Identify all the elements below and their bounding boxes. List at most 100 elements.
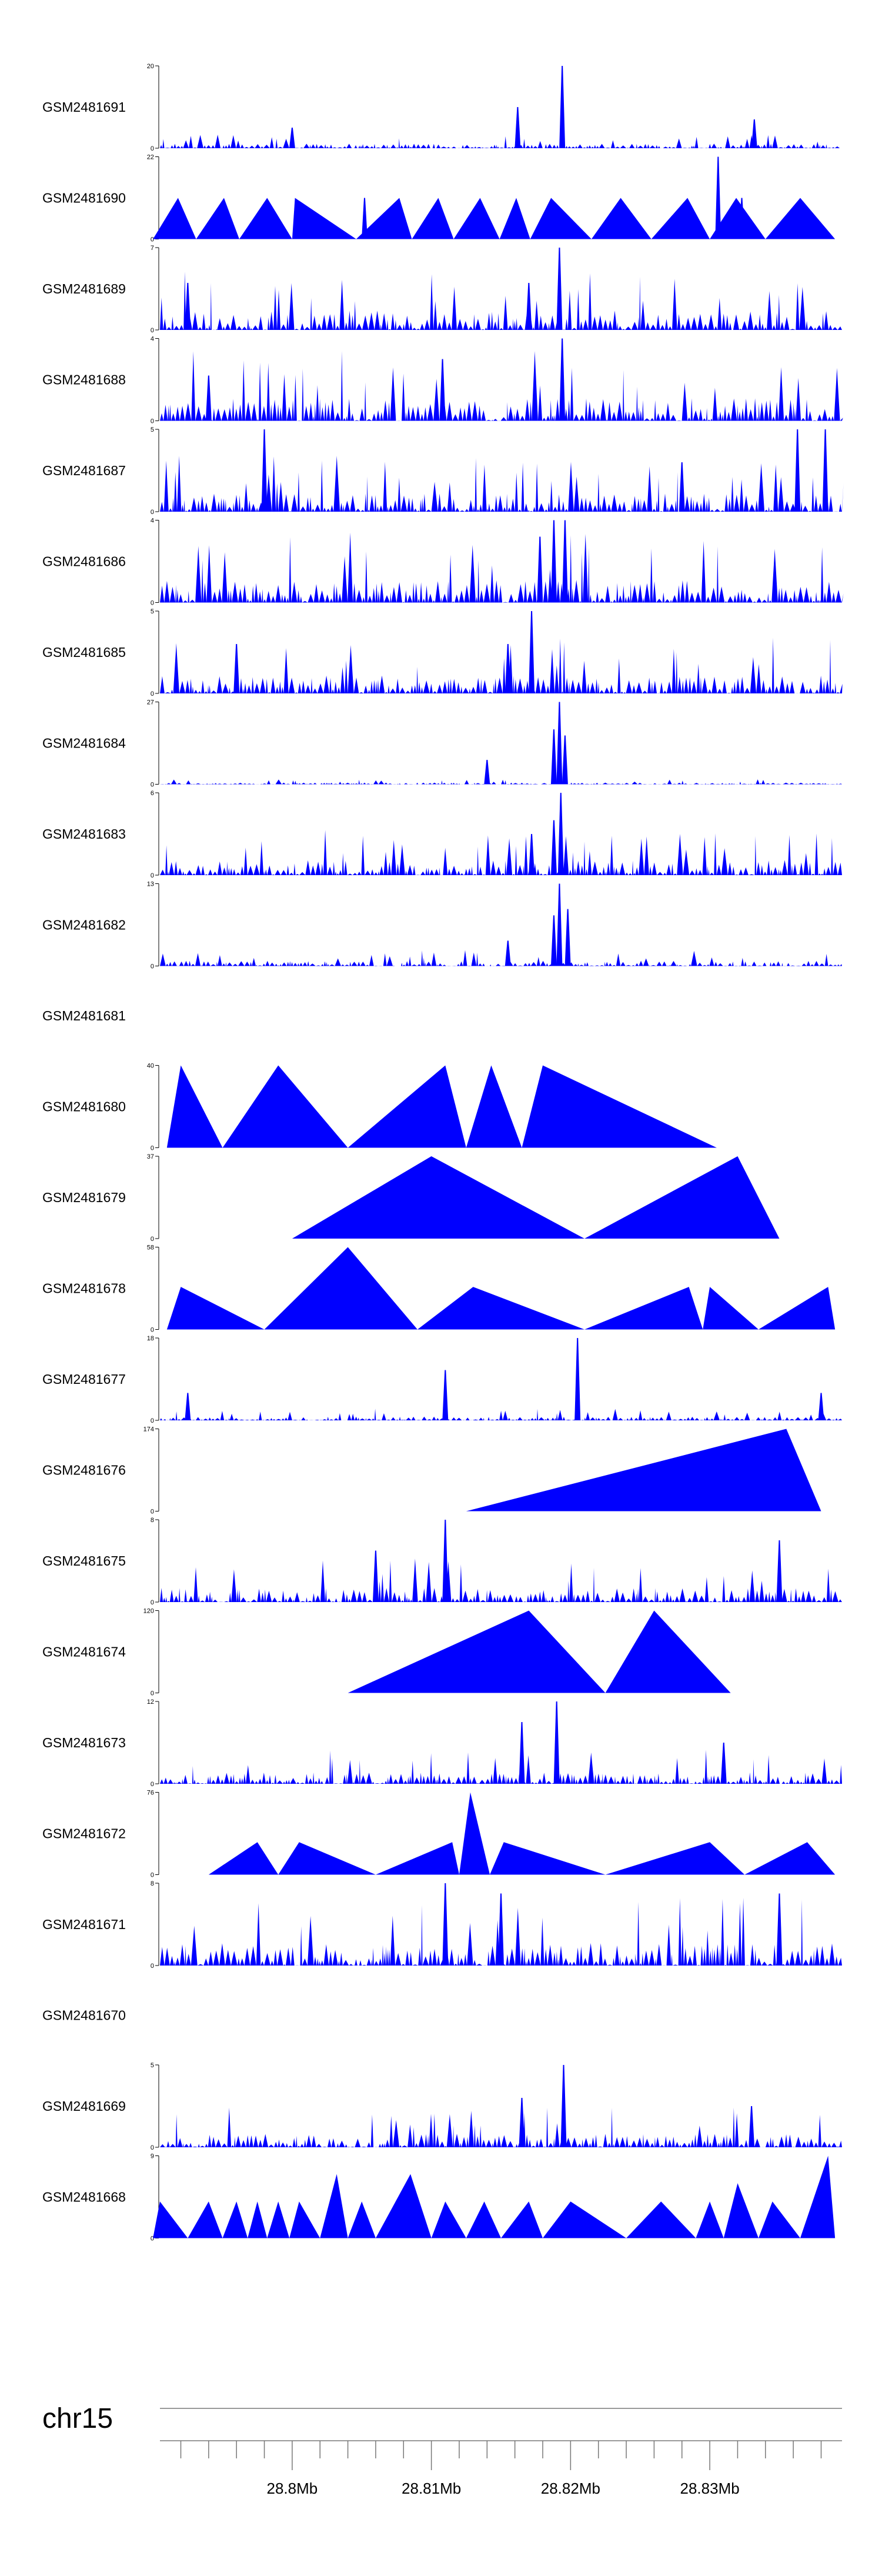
- y-min-label: 0: [151, 600, 154, 607]
- coverage-peak: [267, 2201, 290, 2238]
- y-min-label: 0: [151, 1690, 154, 1697]
- coverage-peak: [292, 198, 356, 239]
- coverage-peak: [459, 1792, 490, 1875]
- coverage-spike: [442, 1520, 449, 1602]
- coverage-peak: [417, 1287, 585, 1330]
- y-min-label: 0: [151, 1781, 154, 1788]
- track-label: GSM2481687: [42, 463, 126, 478]
- y-min-label: 0: [151, 236, 154, 243]
- coverage-peak: [348, 2201, 376, 2238]
- coverage-peak: [375, 1842, 459, 1875]
- coverage-peak: [530, 198, 592, 239]
- coverage-spike: [550, 820, 557, 875]
- track-label: GSM2481683: [42, 826, 126, 842]
- coverage-spike: [559, 66, 566, 148]
- coverage-peak: [453, 198, 500, 239]
- track-GSM2481685: GSM2481685 5 0: [42, 608, 843, 698]
- track-GSM2481691: GSM2481691 20 0: [42, 63, 843, 152]
- coverage-area: [160, 532, 844, 603]
- y-max-label: 174: [143, 1426, 154, 1433]
- y-min-label: 0: [151, 963, 154, 970]
- coverage-spike: [185, 283, 191, 330]
- coverage-peak: [289, 2201, 320, 2238]
- coverage-peak: [758, 2201, 800, 2238]
- track-GSM2481673: GSM2481673 12 0: [42, 1699, 842, 1788]
- track-GSM2481688: GSM2481688 4 0: [42, 336, 843, 425]
- coverage-peak: [591, 198, 652, 239]
- coverage-peak: [765, 198, 836, 239]
- coverage-spike: [556, 248, 563, 330]
- y-min-label: 0: [151, 1963, 154, 1970]
- y-min-label: 0: [151, 1509, 154, 1516]
- y-max-label: 58: [147, 1244, 154, 1252]
- coverage-spike: [720, 1743, 727, 1784]
- coverage-spike: [560, 2065, 567, 2147]
- coverage-spike: [550, 520, 557, 603]
- track-label: GSM2481688: [42, 372, 126, 388]
- coverage-peak: [375, 2174, 432, 2238]
- y-max-label: 22: [147, 154, 154, 161]
- coverage-spike: [574, 1338, 581, 1420]
- track-GSM2481669: GSM2481669 5 0: [42, 2062, 842, 2151]
- coverage-peak: [584, 1287, 703, 1330]
- coverage-spike: [822, 429, 828, 512]
- coverage-spike: [776, 1540, 783, 1602]
- y-min-label: 0: [151, 1327, 154, 1334]
- track-GSM2481690: GSM2481690 22 0: [42, 154, 836, 243]
- coverage-area: [160, 950, 842, 966]
- y-min-label: 0: [151, 1145, 154, 1152]
- track-label: GSM2481671: [42, 1917, 126, 1932]
- track-GSM2481668: GSM2481668 9 0: [42, 2153, 836, 2243]
- coverage-peak: [499, 198, 530, 239]
- x-tick-label: 28.83Mb: [680, 2480, 740, 2497]
- coverage-area: [160, 779, 842, 785]
- y-min-label: 0: [151, 872, 154, 879]
- coverage-spike: [564, 909, 571, 966]
- coverage-peak: [222, 2201, 248, 2238]
- y-max-label: 37: [147, 1153, 154, 1160]
- coverage-peak: [348, 1610, 606, 1693]
- coverage-peak: [584, 1156, 780, 1239]
- coverage-spike: [529, 611, 535, 693]
- coverage-peak: [605, 1610, 731, 1693]
- coverage-area: [160, 830, 842, 875]
- track-GSM2481689: GSM2481689 7 0: [42, 245, 842, 334]
- coverage-peak: [626, 2201, 696, 2238]
- y-max-label: 4: [151, 518, 154, 525]
- y-max-label: 7: [151, 245, 154, 252]
- coverage-spike: [556, 883, 563, 966]
- track-label: GSM2481668: [42, 2190, 126, 2205]
- coverage-peak: [278, 1842, 376, 1875]
- track-GSM2481683: GSM2481683 6 0: [42, 790, 842, 879]
- coverage-peak: [466, 1429, 821, 1511]
- coverage-peak: [522, 1065, 717, 1148]
- coverage-peak: [466, 2201, 501, 2238]
- coverage-peak: [196, 198, 239, 239]
- coverage-spike: [529, 834, 535, 875]
- coverage-peak: [651, 198, 710, 239]
- coverage-peak: [153, 2201, 188, 2238]
- y-min-label: 0: [151, 1599, 154, 1606]
- track-label: GSM2481678: [42, 1281, 126, 1296]
- coverage-spike: [442, 1883, 449, 1966]
- coverage-spike: [537, 536, 543, 603]
- coverage-spike: [261, 429, 268, 512]
- y-max-label: 18: [147, 1335, 154, 1342]
- track-GSM2481671: GSM2481671 8 0: [42, 1880, 842, 1970]
- track-GSM2481677: GSM2481677 18 0: [42, 1335, 842, 1424]
- coverage-spike: [505, 644, 511, 693]
- y-max-label: 9: [151, 2153, 154, 2160]
- coverage-spike: [679, 462, 685, 512]
- track-label: GSM2481684: [42, 736, 126, 751]
- coverage-spike: [557, 793, 564, 875]
- y-min-label: 0: [151, 509, 154, 516]
- y-max-label: 27: [147, 699, 154, 706]
- coverage-spike: [514, 107, 521, 148]
- track-GSM2481672: GSM2481672 76 0: [42, 1790, 836, 1879]
- genome-axis: chr15 28.8Mb 28.81Mb 28.82Mb 28.83Mb: [42, 2403, 842, 2497]
- y-min-label: 0: [151, 690, 154, 698]
- track-GSM2481681: GSM2481681: [42, 1008, 126, 1023]
- track-label: GSM2481672: [42, 1826, 126, 1841]
- y-max-label: 5: [151, 426, 154, 433]
- track-label: GSM2481690: [42, 191, 126, 206]
